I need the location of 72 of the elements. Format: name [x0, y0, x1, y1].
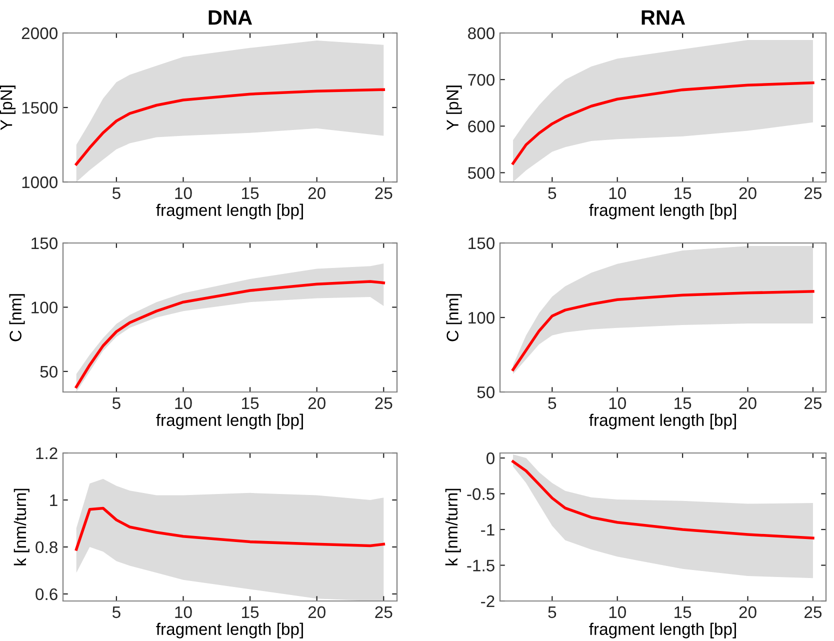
y-tick-label: 2000 — [22, 27, 58, 40]
y-axis-title: k [nm/turn] — [445, 488, 461, 566]
x-tick-label: 5 — [548, 397, 556, 410]
x-tick-label: 15 — [674, 187, 692, 200]
x-axis-title: fragment length [bp] — [589, 204, 736, 220]
x-tick-label: 5 — [548, 187, 556, 200]
x-axis-title: fragment length [bp] — [156, 622, 303, 638]
y-tick-label: 100 — [468, 312, 494, 324]
y-tick-label: -1.5 — [467, 560, 494, 572]
y-tick-label: 0 — [486, 452, 494, 464]
x-tick-label: 10 — [175, 187, 192, 200]
line-series — [512, 290, 814, 372]
x-tick-label: 25 — [804, 606, 822, 618]
y-axis-title: k [nm/turn] — [14, 488, 30, 566]
x-tick-label: 15 — [242, 187, 259, 200]
y-tick-label: 500 — [468, 167, 494, 179]
x-tick-label: 25 — [804, 187, 822, 200]
x-tick-label: 25 — [375, 606, 392, 618]
line-series — [512, 460, 814, 540]
y-tick-label: 1500 — [22, 102, 58, 114]
x-tick-label: 10 — [609, 606, 626, 618]
x-tick-label: 25 — [375, 397, 392, 410]
y-tick-label: 800 — [468, 27, 494, 40]
x-axis-title: fragment length [bp] — [589, 414, 736, 430]
y-tick-label: 0.8 — [36, 541, 58, 554]
x-tick-label: 5 — [112, 397, 120, 410]
x-tick-label: 10 — [175, 606, 192, 618]
line-series — [74, 280, 386, 388]
x-tick-label: 20 — [308, 187, 326, 200]
y-tick-label: -0.5 — [467, 488, 494, 500]
line-series — [74, 88, 386, 166]
y-axis-title: C [nm] — [446, 294, 462, 342]
y-axis-title: C [nm] — [9, 294, 25, 342]
x-tick-label: 20 — [739, 187, 756, 200]
y-tick-label: -2 — [481, 595, 494, 608]
x-tick-label: 25 — [804, 397, 822, 410]
x-tick-label: 15 — [242, 606, 259, 618]
x-tick-label: 20 — [308, 397, 326, 410]
y-tick-label: 50 — [40, 366, 58, 378]
x-tick-label: 20 — [739, 606, 756, 618]
y-tick-label: 1000 — [22, 176, 58, 188]
y-tick-label: -1 — [481, 524, 494, 536]
line-series — [512, 81, 814, 165]
x-tick-label: 15 — [674, 397, 692, 410]
x-tick-label: 20 — [308, 606, 326, 618]
x-tick-label: 15 — [674, 606, 692, 618]
x-tick-label: 5 — [112, 606, 120, 618]
y-tick-label: 1.2 — [36, 447, 58, 460]
x-tick-label: 10 — [609, 187, 626, 200]
y-tick-label: 150 — [468, 237, 494, 250]
x-tick-label: 5 — [112, 187, 120, 200]
x-tick-label: 15 — [242, 397, 259, 410]
x-tick-label: 10 — [175, 397, 192, 410]
y-tick-label: 600 — [468, 120, 494, 132]
x-tick-label: 25 — [375, 187, 392, 200]
y-tick-label: 700 — [468, 74, 494, 86]
x-tick-label: 5 — [548, 606, 556, 618]
chart-title: DNA — [208, 10, 252, 25]
y-axis-title: Y [pN] — [446, 86, 462, 130]
x-tick-label: 20 — [739, 397, 756, 410]
x-tick-label: 10 — [609, 397, 626, 410]
y-axis-title: Y [pN] — [0, 86, 16, 130]
x-axis-title: fragment length [bp] — [156, 414, 303, 430]
line-series — [74, 506, 386, 551]
chart-title: RNA — [642, 10, 686, 25]
x-axis-title: fragment length [bp] — [156, 204, 303, 220]
y-tick-label: 0.6 — [36, 588, 58, 600]
x-axis-title: fragment length [bp] — [589, 622, 736, 638]
y-tick-label: 150 — [32, 237, 58, 250]
y-tick-label: 100 — [32, 302, 58, 314]
y-tick-label: 1 — [50, 494, 58, 506]
y-tick-label: 50 — [477, 386, 494, 398]
